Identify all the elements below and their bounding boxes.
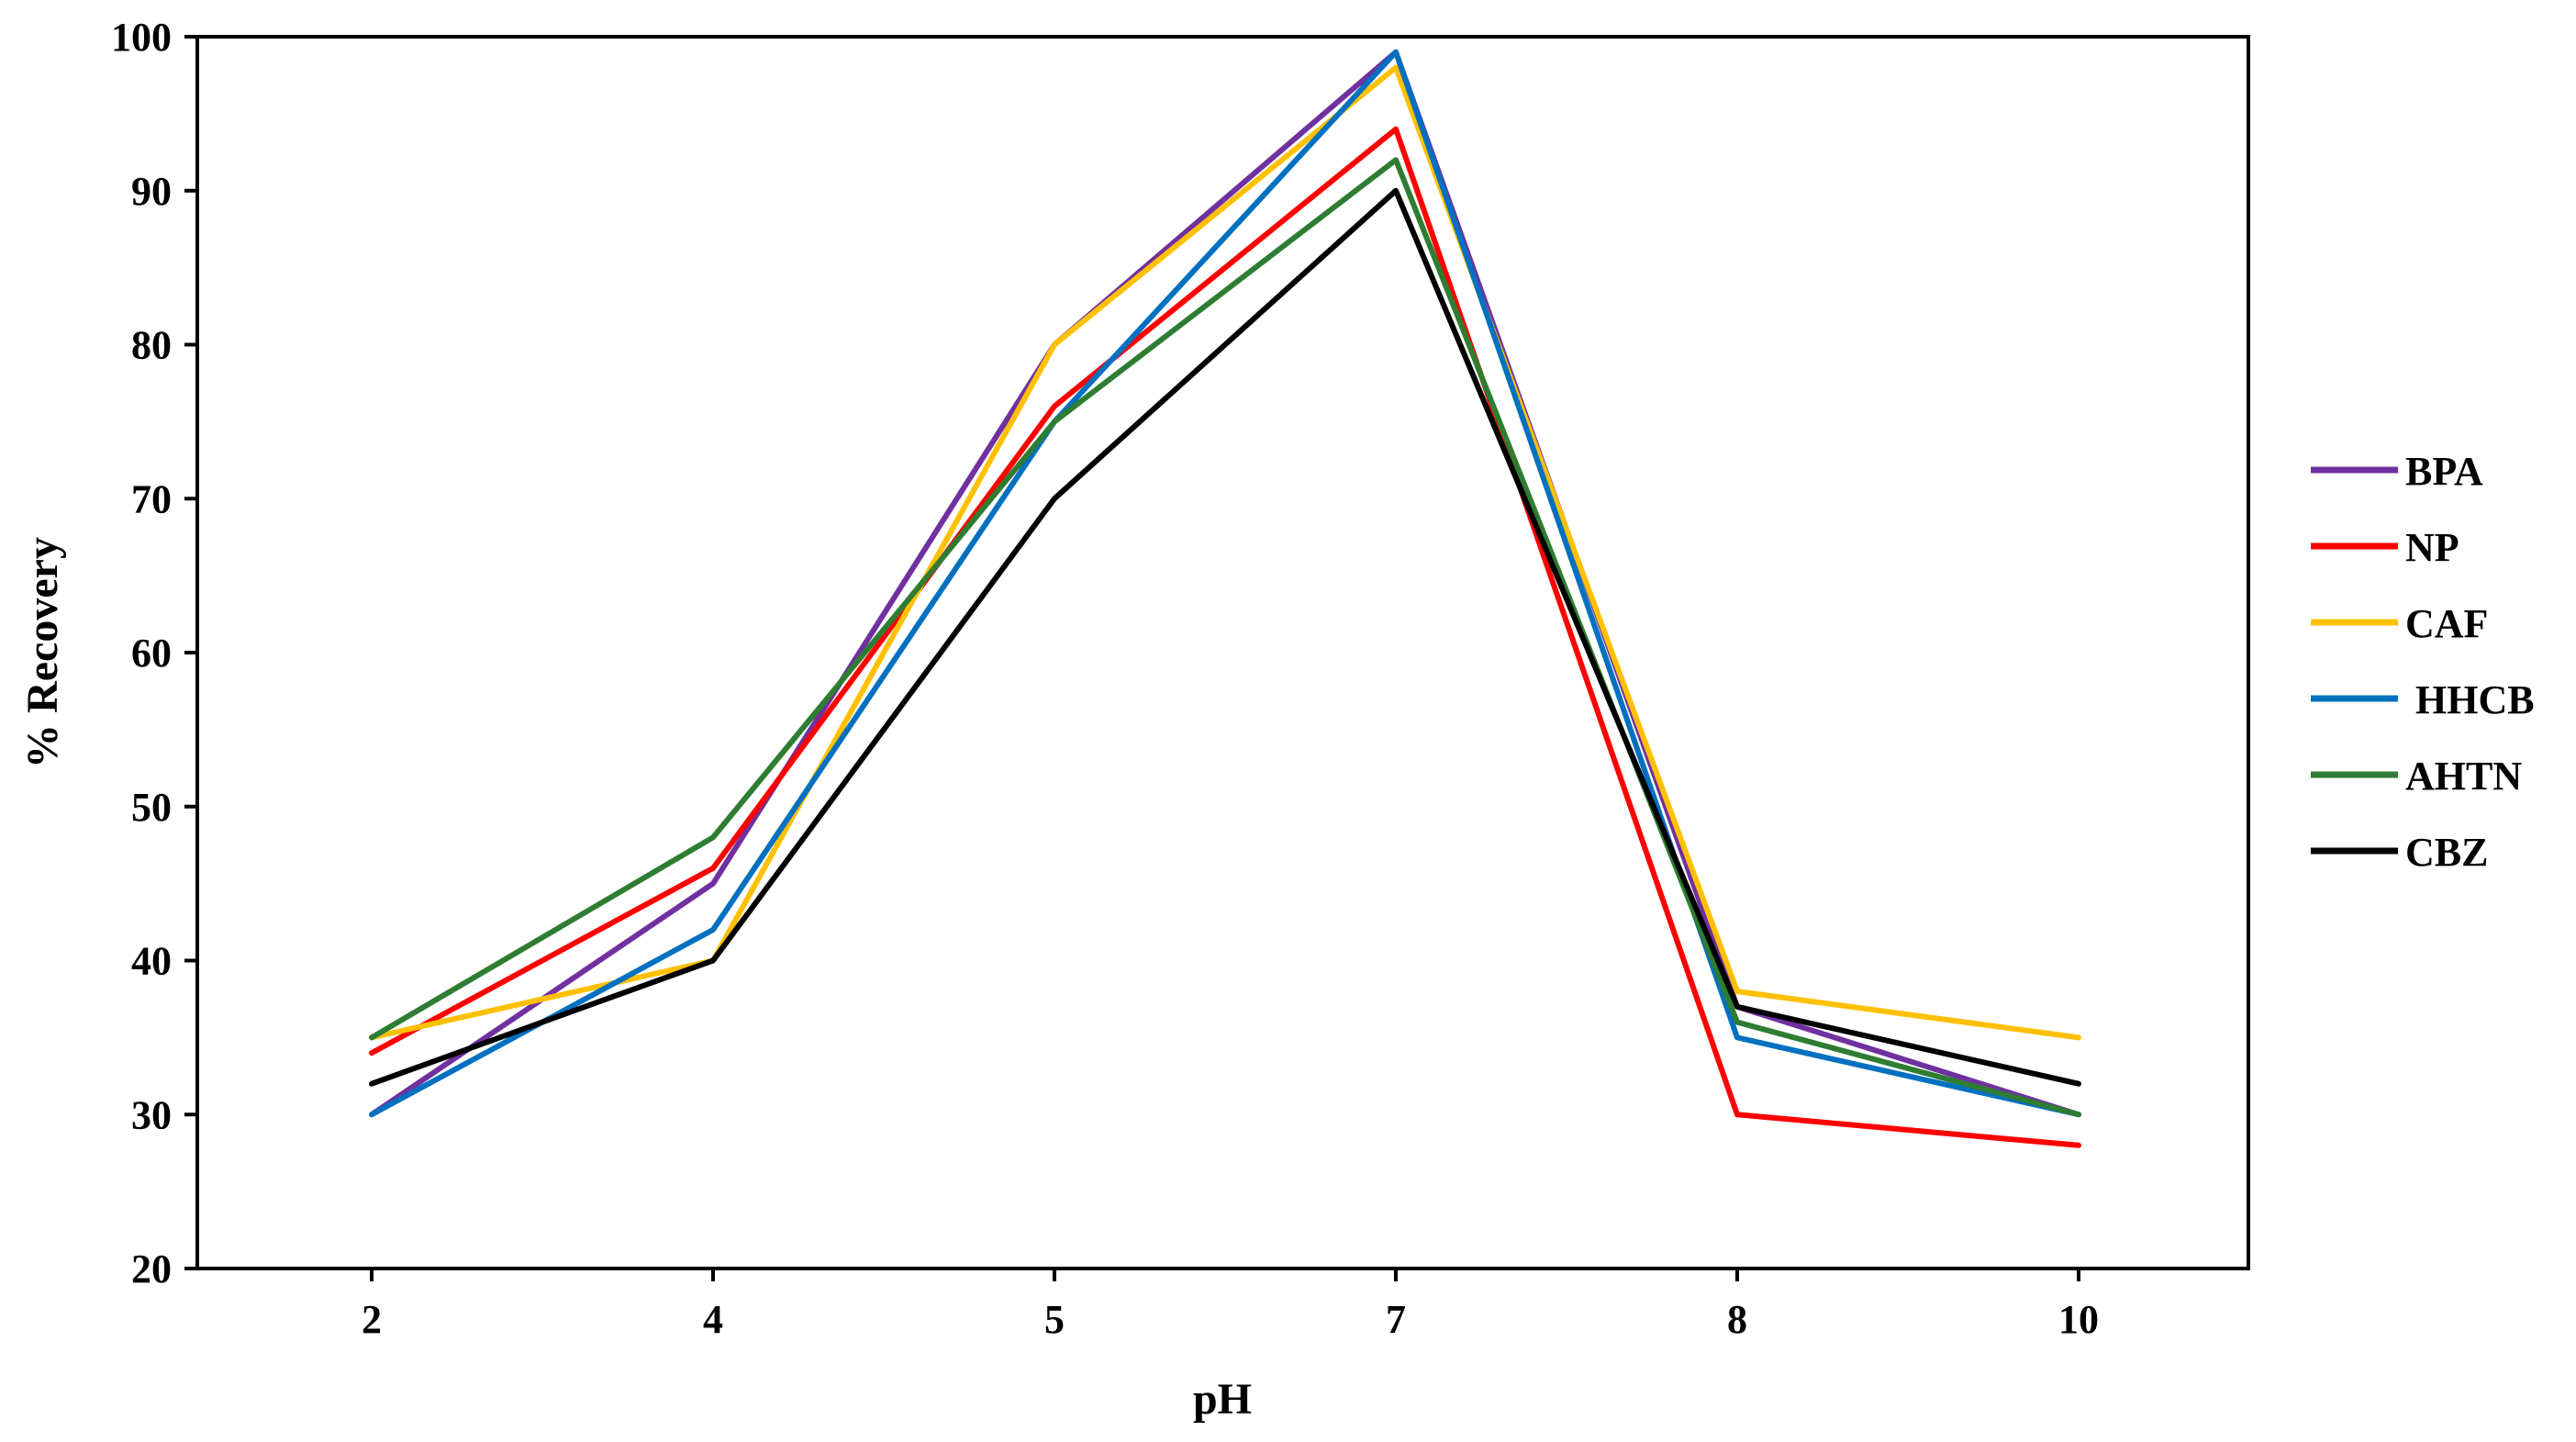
legend: BPA NP CAF HHCB AHTN CBZ <box>2311 449 2535 875</box>
y-tick-label: 30 <box>131 1092 172 1137</box>
x-axis-title: pH <box>1193 1375 1252 1424</box>
y-tick-marks <box>184 35 197 1270</box>
y-tick-labels: 20 30 40 50 60 70 80 90 100 <box>111 15 172 1291</box>
x-tick-label: 8 <box>1727 1297 1747 1342</box>
series-line-hhcb <box>369 49 2081 1118</box>
series-line-bpa <box>369 49 2081 1118</box>
legend-label-bpa: BPA <box>2405 449 2483 494</box>
series-line-cbz <box>369 187 2081 1087</box>
x-tick-label: 7 <box>1386 1297 1406 1342</box>
y-tick-label: 80 <box>131 323 172 368</box>
y-tick-label: 50 <box>131 785 172 830</box>
x-tick-label: 10 <box>2058 1297 2099 1342</box>
y-tick-label: 40 <box>131 939 172 984</box>
legend-label-caf: CAF <box>2405 601 2488 646</box>
x-tick-label: 4 <box>703 1297 723 1342</box>
legend-label-cbz: CBZ <box>2405 830 2488 875</box>
series-line-caf <box>369 64 2081 1041</box>
x-tick-label: 2 <box>362 1297 382 1342</box>
x-tick-marks <box>370 1269 2080 1281</box>
y-tick-label: 100 <box>111 15 172 60</box>
legend-label-ahtn: AHTN <box>2405 754 2522 799</box>
series-lines <box>369 49 2081 1148</box>
y-axis-title: % Recovery <box>18 537 67 768</box>
series-line-np <box>369 126 2081 1148</box>
legend-label-hhcb: HHCB <box>2405 677 2535 722</box>
y-tick-label: 60 <box>131 631 172 676</box>
y-tick-label: 20 <box>131 1246 172 1291</box>
y-tick-label: 70 <box>131 476 172 521</box>
legend-label-np: NP <box>2405 525 2459 570</box>
x-tick-label: 5 <box>1044 1297 1065 1342</box>
y-tick-label: 90 <box>131 169 172 214</box>
x-tick-labels: 2 4 5 7 8 10 <box>362 1297 2099 1342</box>
series-line-ahtn <box>369 157 2081 1118</box>
